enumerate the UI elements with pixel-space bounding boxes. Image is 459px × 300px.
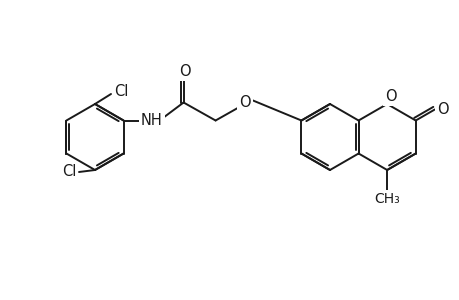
Text: NH: NH: [140, 113, 162, 128]
Text: Cl: Cl: [62, 164, 76, 179]
Text: CH₃: CH₃: [374, 192, 399, 206]
Text: O: O: [436, 102, 448, 117]
Text: O: O: [385, 88, 396, 104]
Text: Cl: Cl: [113, 83, 128, 98]
Text: O: O: [179, 64, 190, 79]
Text: O: O: [238, 95, 250, 110]
